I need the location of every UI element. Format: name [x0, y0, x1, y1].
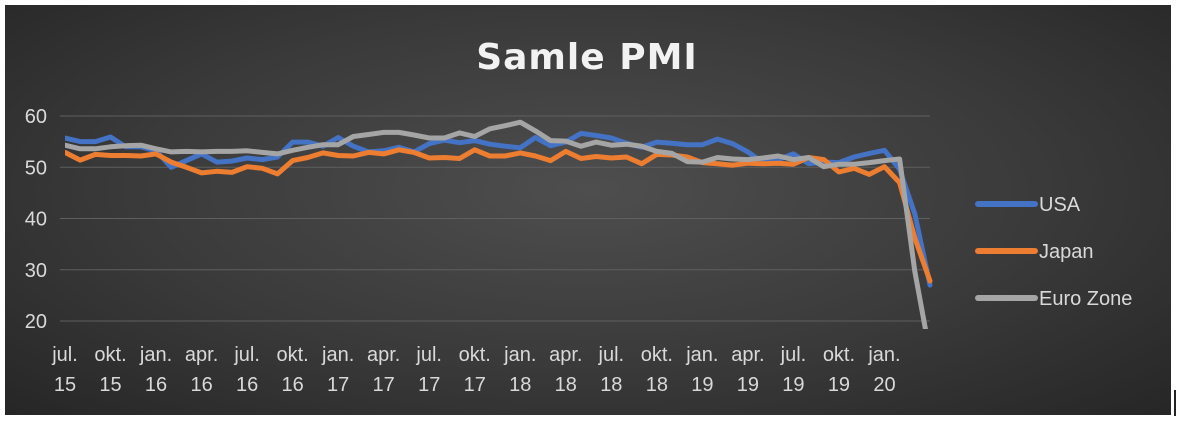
y-tick-label: 20: [25, 311, 47, 333]
legend-label-japan: Japan: [1039, 241, 1094, 263]
x-tick-label-month: apr.: [549, 344, 582, 366]
x-tick-label-year: 16: [282, 374, 304, 396]
x-tick-label-month: jul.: [415, 344, 442, 366]
x-axis-ticks: jul. 15 okt. 15 jan. 16 apr. 16 jul. 16 okt. 16 jan.…: [51, 344, 900, 396]
x-tick-label-month: okt.: [277, 344, 309, 366]
x-tick-label-month: okt.: [94, 344, 126, 366]
line-chart: Samle PMI 60 50 40 30 20 jul. 15 okt. 15 jan. 16 a…: [25, 37, 1133, 396]
x-tick-label-year: 18: [600, 374, 622, 396]
x-tick-label-year: 16: [190, 374, 212, 396]
series-lines: [65, 119, 933, 329]
x-tick-label-year: 19: [782, 374, 804, 396]
x-tick-label-year: 15: [54, 374, 76, 396]
x-tick-label-month: jan.: [139, 344, 172, 366]
x-tick-label-year: 17: [373, 374, 395, 396]
x-tick-label-year: 19: [691, 374, 713, 396]
y-tick-label: 40: [25, 209, 47, 231]
x-tick-label-month: jan.: [685, 344, 718, 366]
x-tick-label-month: jan.: [321, 344, 354, 366]
legend-label-usa: USA: [1039, 194, 1081, 216]
x-tick-label-month: jul.: [233, 344, 260, 366]
x-tick-label-year: 18: [509, 374, 531, 396]
x-tick-label-month: apr.: [367, 344, 400, 366]
edge-marker: [1174, 390, 1176, 416]
y-tick-label: 60: [25, 106, 47, 128]
x-tick-label-month: jul.: [51, 344, 78, 366]
x-tick-label-year: 19: [737, 374, 759, 396]
x-tick-label-month: okt.: [459, 344, 491, 366]
x-tick-label-year: 17: [418, 374, 440, 396]
x-tick-label-month: jan.: [503, 344, 536, 366]
series-line-japan: [65, 147, 933, 284]
gridlines: [60, 115, 930, 322]
x-tick-label-year: 18: [646, 374, 668, 396]
series-line-euro-zone: [65, 119, 928, 329]
x-tick-label-year: 17: [464, 374, 486, 396]
x-tick-label-year: 16: [236, 374, 258, 396]
y-tick-label: 50: [25, 157, 47, 179]
chart-panel: Samle PMI 60 50 40 30 20 jul. 15 okt. 15 jan. 16 a…: [5, 5, 1171, 415]
legend: USA Japan Euro Zone: [975, 194, 1132, 310]
chart-title: Samle PMI: [476, 37, 698, 78]
x-tick-label-year: 19: [828, 374, 850, 396]
x-tick-label-year: 17: [327, 374, 349, 396]
x-tick-label-month: jul.: [780, 344, 807, 366]
x-tick-label-year: 20: [873, 374, 895, 396]
x-tick-label-month: jul.: [598, 344, 625, 366]
x-tick-label-year: 18: [555, 374, 577, 396]
x-tick-label-month: okt.: [641, 344, 673, 366]
x-tick-label-month: okt.: [823, 344, 855, 366]
x-tick-label-month: apr.: [731, 344, 764, 366]
x-tick-label-year: 15: [99, 374, 121, 396]
y-axis-ticks: 60 50 40 30 20: [25, 106, 47, 333]
x-tick-label-year: 16: [145, 374, 167, 396]
legend-label-euro-zone: Euro Zone: [1039, 288, 1132, 310]
y-tick-label: 30: [25, 260, 47, 282]
x-tick-label-month: apr.: [185, 344, 218, 366]
x-tick-label-month: jan.: [867, 344, 900, 366]
